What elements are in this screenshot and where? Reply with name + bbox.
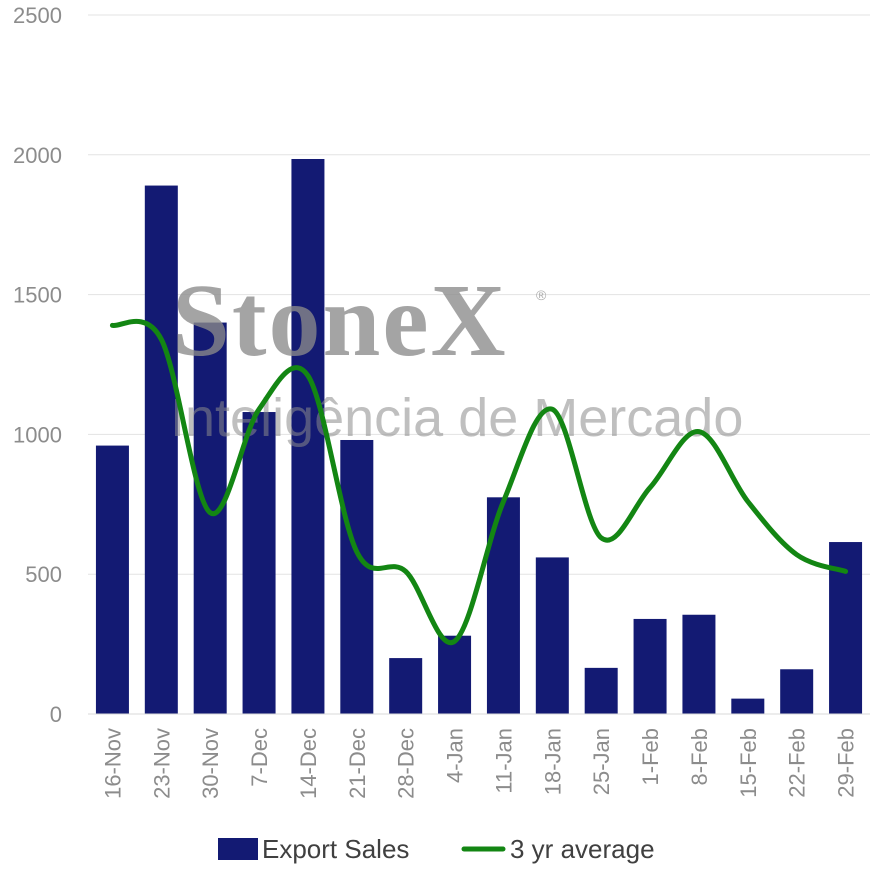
bar-1-Feb [633, 618, 667, 714]
bar-28-Dec [389, 658, 423, 714]
bar-14-Dec [291, 158, 325, 714]
x-tick-label-28-Dec: 28-Dec [394, 728, 419, 799]
bar-30-Nov [193, 322, 227, 714]
y-tick-label-500: 500 [25, 562, 62, 587]
x-tick-label-7-Dec: 7-Dec [247, 728, 272, 787]
x-tick-label-15-Feb: 15-Feb [736, 728, 761, 798]
watermark-logo: StoneX [172, 263, 508, 378]
x-tick-label-1-Feb: 1-Feb [638, 728, 663, 785]
bar-22-Feb [780, 669, 814, 714]
bar-16-Nov [95, 445, 129, 714]
y-tick-label-2500: 2500 [13, 3, 62, 28]
x-tick-label-29-Feb: 29-Feb [834, 728, 859, 798]
x-tick-label-30-Nov: 30-Nov [198, 728, 223, 799]
watermark: StoneX ® Inteligência de Mercado [170, 263, 743, 448]
bar-23-Nov [144, 185, 178, 714]
x-tick-label-8-Feb: 8-Feb [687, 728, 712, 785]
legend-swatch-export-sales [218, 838, 258, 860]
y-axis-labels: 0 500 1000 1500 2000 2500 [13, 3, 62, 727]
bar-15-Feb [731, 698, 765, 714]
y-tick-label-1500: 1500 [13, 283, 62, 308]
bar-7-Dec [242, 412, 276, 714]
line-series [109, 318, 849, 646]
bar-21-Dec [340, 439, 374, 714]
bar-8-Feb [682, 614, 716, 714]
x-tick-label-21-Dec: 21-Dec [345, 728, 370, 799]
watermark-registered-mark: ® [536, 287, 547, 303]
bar-25-Jan [584, 667, 618, 714]
line-3-yr-average [109, 318, 849, 646]
bar-series [95, 158, 863, 714]
x-tick-label-22-Feb: 22-Feb [785, 728, 810, 798]
bar-18-Jan [535, 557, 569, 714]
x-tick-label-11-Jan: 11-Jan [491, 728, 516, 794]
x-tick-label-4-Jan: 4-Jan [443, 728, 468, 783]
y-tick-label-0: 0 [50, 702, 62, 727]
legend-label-export-sales: Export Sales [262, 834, 409, 864]
x-tick-label-14-Dec: 14-Dec [296, 728, 321, 799]
x-axis-labels: 16-Nov 23-Nov 30-Nov 7-Dec 14-Dec 21-Dec 28-De… [100, 728, 858, 799]
y-tick-label-2000: 2000 [13, 143, 62, 168]
x-tick-label-16-Nov: 16-Nov [100, 728, 125, 799]
x-tick-label-23-Nov: 23-Nov [149, 728, 174, 799]
bar-4-Jan [438, 635, 472, 714]
y-tick-label-1000: 1000 [13, 422, 62, 447]
x-tick-label-18-Jan: 18-Jan [540, 728, 565, 795]
legend: Export Sales 3 yr average [218, 834, 655, 864]
x-tick-label-25-Jan: 25-Jan [589, 728, 614, 795]
legend-label-3-yr-average: 3 yr average [510, 834, 655, 864]
